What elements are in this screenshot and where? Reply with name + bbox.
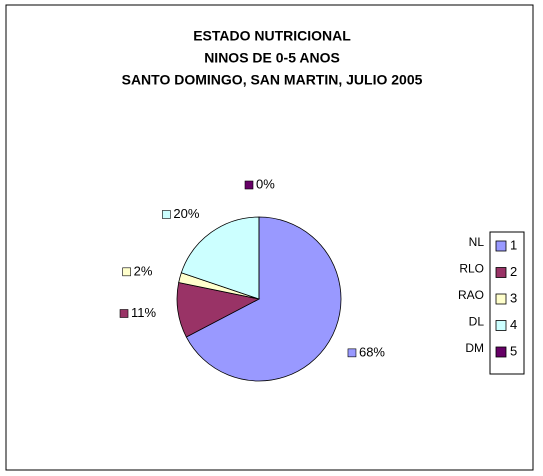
legend-label: 3 xyxy=(510,290,517,305)
data-label: 0% xyxy=(256,176,275,191)
label-key xyxy=(162,210,171,219)
legend-label: 4 xyxy=(510,317,517,332)
label-key xyxy=(347,348,357,358)
legend-label: 5 xyxy=(510,343,517,358)
label-key xyxy=(244,180,254,190)
legend-annotation: RAO xyxy=(458,288,484,302)
pie-slice xyxy=(180,216,260,300)
legend-annotation: RLO xyxy=(459,262,484,276)
data-label: 11% xyxy=(131,305,156,320)
chart-title: ESTADO NUTRICIONAL xyxy=(193,28,351,44)
legend-annotation: NL xyxy=(469,235,485,249)
legend-swatch xyxy=(495,293,507,305)
legend-annotation: DM xyxy=(465,341,484,355)
label-key xyxy=(119,309,129,318)
data-label: 2% xyxy=(134,263,153,278)
chart-title: SANTO DOMINGO, SAN MARTIN, JULIO 2005 xyxy=(122,72,423,88)
legend-annotation: DL xyxy=(469,315,485,329)
pie-slice xyxy=(185,216,342,382)
data-label: 68% xyxy=(359,344,385,359)
legend-label: 2 xyxy=(510,264,517,279)
label-key xyxy=(122,267,131,277)
chart-title: NINOS DE 0-5 ANOS xyxy=(204,50,340,66)
legend-swatch xyxy=(495,320,507,331)
data-label: 20% xyxy=(173,206,199,221)
legend-swatch xyxy=(495,240,507,252)
legend-label: 1 xyxy=(510,237,517,252)
legend-box xyxy=(489,231,525,375)
legend-swatch xyxy=(495,267,507,278)
legend-swatch xyxy=(495,346,507,358)
